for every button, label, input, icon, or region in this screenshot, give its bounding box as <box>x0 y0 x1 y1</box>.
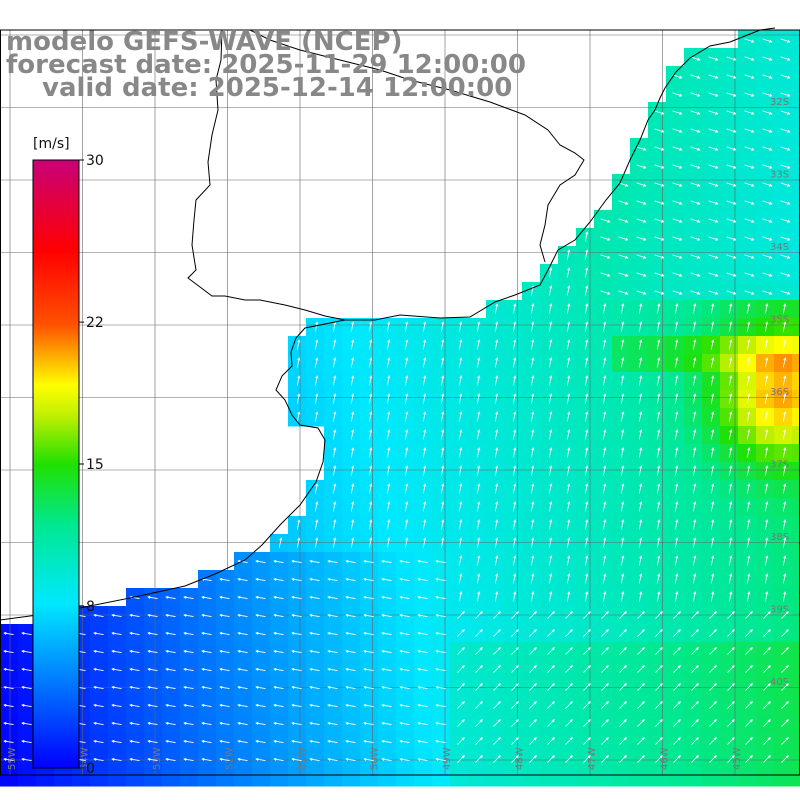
lat-label: 40S <box>770 677 789 688</box>
lon-label: 47W <box>587 747 598 770</box>
lat-label: 38S <box>770 532 789 543</box>
lon-label: 48W <box>515 747 526 770</box>
lat-label: 36S <box>770 387 789 398</box>
lat-label: 33S <box>770 170 789 181</box>
wind-arrows <box>3 38 791 763</box>
lon-label: 55W <box>7 747 18 770</box>
lon-label: 51W <box>297 747 308 770</box>
lon-label: 53W <box>152 747 163 770</box>
lat-label: 37S <box>770 460 789 471</box>
lon-label: 52W <box>225 747 236 770</box>
lon-label: 50W <box>370 747 381 770</box>
colorbar-tick-label: 0 <box>86 761 95 777</box>
lat-label: 32S <box>770 97 789 108</box>
colorbar-unit: [m/s] <box>33 136 70 152</box>
colorbar: [m/s] 30 22 15 8 0 <box>32 136 104 777</box>
colorbar-tick-label: 15 <box>86 457 104 473</box>
valid-date: valid date: 2025-12-14 12:00:00 <box>42 73 513 103</box>
forecast-date: forecast date: 2025-11-29 12:00:00 <box>6 50 526 80</box>
lon-label: 46W <box>660 747 671 770</box>
lon-label: 45W <box>732 747 743 770</box>
colorbar-tick-label: 8 <box>86 599 95 615</box>
colorbar-tick-label: 30 <box>86 153 104 169</box>
lon-label: 49W <box>442 747 453 770</box>
colorbar-tick-label: 22 <box>86 315 104 331</box>
coastline <box>0 27 800 621</box>
model-title: modelo GEFS-WAVE (NCEP) <box>6 27 403 57</box>
wind-speed-field <box>0 30 800 787</box>
lat-label: 34S <box>770 242 789 253</box>
lon-label: 54W <box>80 747 91 770</box>
lat-label: 39S <box>770 605 789 616</box>
lat-label: 35S <box>770 315 789 326</box>
